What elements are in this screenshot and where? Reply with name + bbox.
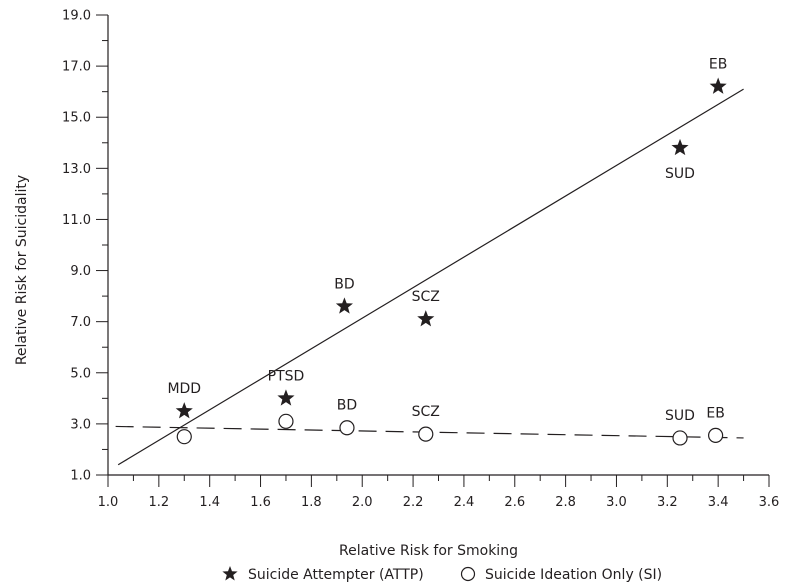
point-label: SUD [665,408,695,424]
x-tick-label: 1.8 [301,495,322,510]
point-label: MDD [167,381,201,397]
attempter-point [417,310,435,327]
x-tick-label: 2.4 [454,495,475,510]
ideation-point [339,420,355,436]
y-tick-label: 3.0 [70,417,91,432]
attempter-point [709,77,727,94]
y-tick-label: 9.0 [70,264,91,279]
x-tick-label: 2.0 [352,495,373,510]
x-tick-label: 3.2 [657,495,678,510]
x-tick-label: 1.4 [199,495,220,510]
x-tick-label: 3.6 [759,495,780,510]
point-label: BD [334,276,354,292]
y-tick-label: 13.0 [62,162,91,177]
ideation-point [278,413,294,429]
point-labels: MDD PTSD BD SCZ SUD EB BD SCZ SUD EB [167,57,727,424]
legend-item-ideation: Suicide Ideation Only (SI) [460,566,662,583]
attempter-point [671,138,689,156]
y-tick-label: 15.0 [62,111,91,126]
x-tick-label: 3.4 [708,495,729,510]
point-label: BD [337,398,357,414]
point-label: SUD [665,166,695,182]
attempter-point [277,389,295,406]
star-marker-icon [222,566,238,581]
y-tick-label: 7.0 [70,315,91,330]
y-tick-label: 5.0 [70,366,91,381]
attempter-point [335,297,353,314]
data-points [175,77,727,446]
legend: Suicide Attempter (ATTP) Suicide Ideatio… [222,566,662,583]
legend-item-attempter: Suicide Attempter (ATTP) [222,566,424,583]
open-circle-marker-icon [460,566,476,582]
ideation-point [176,429,192,445]
ideation-point [672,430,688,446]
ideation-point [708,427,724,443]
x-tick-label: 2.2 [403,495,424,510]
x-tick-label: 2.6 [504,495,525,510]
attempter-trendline [117,88,744,466]
legend-label-ideation: Suicide Ideation Only (SI) [485,567,662,583]
y-tick-label: 1.0 [70,469,91,484]
point-label: EB [709,57,727,73]
x-tick-label: 1.2 [149,495,170,510]
x-tick-label: 1.0 [98,495,119,510]
x-tick-label: 2.8 [555,495,576,510]
legend-label-attempter: Suicide Attempter (ATTP) [248,567,424,583]
ideation-point [418,426,434,442]
point-label: PTSD [268,368,305,384]
y-tick-label: 17.0 [62,60,91,75]
x-axis-title: Relative Risk for Smoking [339,543,518,559]
axes: 1.0 3.0 5.0 7.0 9.0 11.0 13.0 15.0 17.0 19.0 1.0 1.… [62,9,779,511]
y-tick-label: 19.0 [62,9,91,24]
attempter-point [175,402,193,419]
point-label: SCZ [412,404,440,420]
point-label: EB [706,405,724,421]
y-axis-title: Relative Risk for Suicidality [14,175,30,365]
x-tick-label: 3.0 [606,495,627,510]
y-tick-label: 11.0 [62,213,91,228]
x-tick-label: 1.6 [250,495,271,510]
point-label: SCZ [412,289,440,305]
